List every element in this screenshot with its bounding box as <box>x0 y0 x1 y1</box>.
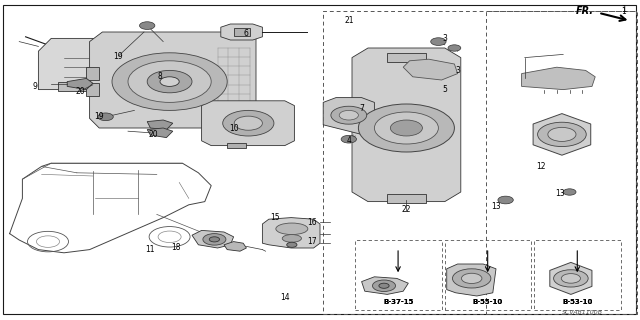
Circle shape <box>331 106 367 124</box>
Circle shape <box>98 113 113 121</box>
Circle shape <box>140 22 155 29</box>
Text: 20: 20 <box>148 130 159 139</box>
Polygon shape <box>202 101 294 146</box>
Ellipse shape <box>561 274 580 283</box>
Text: 12: 12 <box>536 162 545 171</box>
Polygon shape <box>403 59 458 80</box>
Polygon shape <box>323 98 374 134</box>
Ellipse shape <box>234 116 262 130</box>
Bar <box>58 82 90 91</box>
Polygon shape <box>224 242 246 251</box>
Polygon shape <box>522 67 595 90</box>
Text: 19: 19 <box>94 112 104 121</box>
Bar <box>86 67 99 80</box>
Text: 1: 1 <box>621 7 627 16</box>
Text: 17: 17 <box>307 237 317 246</box>
Ellipse shape <box>112 53 227 110</box>
Bar <box>227 143 246 148</box>
Text: B-55-10: B-55-10 <box>472 300 503 305</box>
Bar <box>323 11 636 314</box>
Text: B-37-15: B-37-15 <box>383 300 413 305</box>
Text: B-53-10: B-53-10 <box>562 300 593 305</box>
Bar <box>534 240 621 310</box>
Polygon shape <box>533 114 591 155</box>
Ellipse shape <box>276 223 308 235</box>
Circle shape <box>209 237 220 242</box>
Circle shape <box>448 45 461 51</box>
Polygon shape <box>221 24 262 40</box>
Text: 3: 3 <box>442 34 447 43</box>
Circle shape <box>498 196 513 204</box>
Circle shape <box>203 234 226 245</box>
Text: FR.: FR. <box>576 6 594 16</box>
Bar <box>387 53 426 62</box>
Text: 21: 21 <box>344 16 353 25</box>
Polygon shape <box>90 32 256 128</box>
Circle shape <box>372 280 396 292</box>
Bar <box>387 194 426 203</box>
Circle shape <box>431 38 446 45</box>
Bar <box>86 83 99 96</box>
Text: 15: 15 <box>270 213 280 222</box>
Text: B-55-10: B-55-10 <box>472 300 503 305</box>
Text: 13: 13 <box>491 202 501 211</box>
Text: 18: 18 <box>172 244 180 252</box>
Bar <box>486 11 637 314</box>
Ellipse shape <box>358 104 454 152</box>
Text: 19: 19 <box>113 52 124 60</box>
Text: 11: 11 <box>146 245 155 254</box>
Text: 16: 16 <box>307 218 317 227</box>
Polygon shape <box>147 128 173 138</box>
Ellipse shape <box>390 120 422 136</box>
Circle shape <box>563 189 576 195</box>
Ellipse shape <box>554 270 588 287</box>
Text: 20: 20 <box>75 87 85 96</box>
Text: B-37-15: B-37-15 <box>383 300 413 305</box>
Polygon shape <box>362 277 408 294</box>
Circle shape <box>287 242 297 247</box>
Ellipse shape <box>548 127 576 141</box>
Circle shape <box>461 273 482 284</box>
Polygon shape <box>147 120 173 130</box>
Ellipse shape <box>128 61 211 102</box>
Polygon shape <box>38 38 99 90</box>
Text: 10: 10 <box>228 124 239 132</box>
Text: 14: 14 <box>280 293 290 302</box>
Polygon shape <box>447 264 496 296</box>
Text: B-53-10: B-53-10 <box>562 300 593 305</box>
Text: 22: 22 <box>402 205 411 214</box>
Ellipse shape <box>223 110 274 136</box>
Polygon shape <box>192 230 234 248</box>
Circle shape <box>452 269 491 288</box>
Text: 9: 9 <box>33 82 38 91</box>
Text: 5: 5 <box>442 85 447 94</box>
Text: 1: 1 <box>621 5 627 14</box>
Text: 8: 8 <box>157 72 163 81</box>
Polygon shape <box>262 218 320 248</box>
Polygon shape <box>352 48 461 202</box>
Circle shape <box>339 110 358 120</box>
Text: 4: 4 <box>346 136 351 145</box>
Text: 7: 7 <box>359 104 364 113</box>
Polygon shape <box>67 78 93 90</box>
Circle shape <box>379 283 389 288</box>
Ellipse shape <box>160 77 179 86</box>
Bar <box>355 240 442 310</box>
Polygon shape <box>550 262 592 294</box>
Bar <box>234 28 250 36</box>
Text: 6: 6 <box>244 29 249 38</box>
Bar <box>445 240 531 310</box>
Ellipse shape <box>147 70 192 93</box>
Text: 3: 3 <box>455 66 460 75</box>
Text: 13: 13 <box>555 189 565 198</box>
Ellipse shape <box>374 112 438 144</box>
Circle shape <box>341 135 356 143</box>
Ellipse shape <box>282 235 301 242</box>
Text: SCVAB1100B: SCVAB1100B <box>562 309 603 315</box>
Ellipse shape <box>538 122 586 147</box>
